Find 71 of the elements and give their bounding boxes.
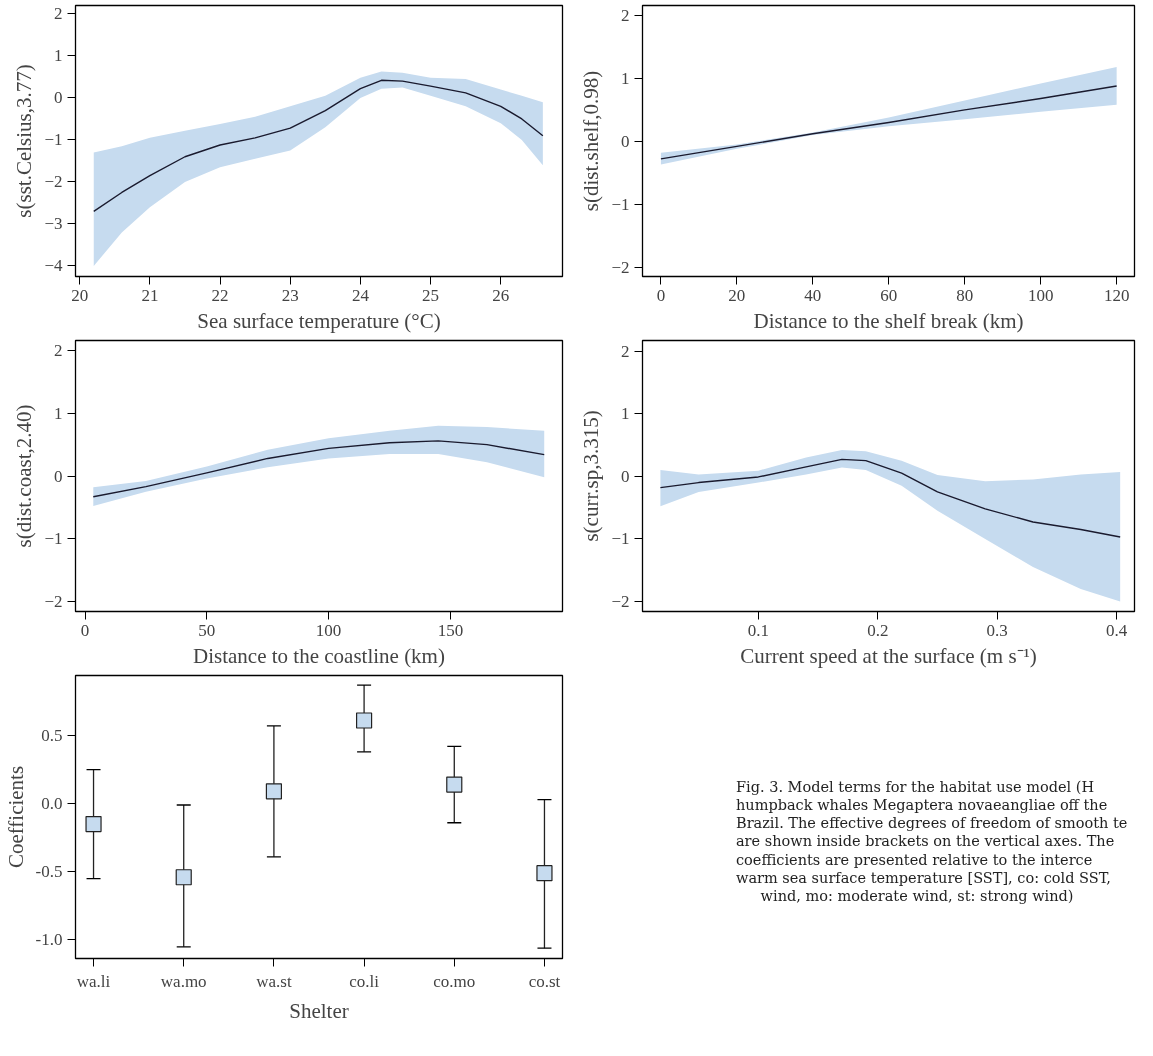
y-tick-label: 1 (54, 46, 63, 66)
y-axis-title: Coefficients (3, 765, 28, 869)
x-axis-title: Distance to the shelf break (km) (753, 308, 1024, 333)
y-tick-label: 2 (54, 4, 63, 24)
y-tick-label: −2 (44, 591, 63, 611)
x-tick-label: 0 (656, 285, 666, 305)
x-tick-label: wa.mo (160, 971, 207, 991)
y-tick-label: 1 (54, 403, 63, 423)
y-tick-label: −2 (611, 591, 630, 611)
y-tick-label: 0 (621, 466, 630, 486)
x-tick-label: 26 (492, 285, 510, 305)
y-tick-label: −4 (44, 256, 63, 276)
x-tick-label: 22 (211, 285, 229, 305)
text: warm sea surface temperature [SST], co: cold SST, (735, 869, 1111, 886)
x-tick-label: 21 (141, 285, 159, 305)
y-axis-title: s(dist.shelf,0.98) (579, 70, 604, 212)
y-tick-label: 0 (621, 131, 630, 151)
x-tick-label: 80 (956, 285, 974, 305)
x-tick-label: wa.st (256, 971, 292, 991)
y-tick-label: −2 (611, 257, 630, 277)
x-tick-label: 60 (880, 285, 898, 305)
x-tick-label: 0.4 (1105, 620, 1128, 640)
x-axis-title: Sea surface temperature (°C) (197, 308, 441, 333)
x-tick-label: 150 (437, 620, 464, 640)
y-tick-label: −2 (44, 172, 63, 192)
x-tick-label: co.mo (433, 971, 476, 991)
y-axis-title: s(sst.Celsius,3.77) (12, 64, 37, 218)
x-tick-label: 20 (71, 285, 89, 305)
x-tick-label: 40 (804, 285, 822, 305)
x-tick-label: 20 (728, 285, 746, 305)
y-tick-label: 2 (54, 341, 63, 361)
y-tick-label: 2 (621, 6, 630, 26)
x-tick-label: co.st (528, 971, 561, 991)
y-tick-label: −1 (611, 529, 630, 549)
x-tick-label: wa.li (76, 971, 111, 991)
y-tick-label: −1 (611, 194, 630, 214)
x-axis-title: Distance to the coastline (km) (193, 643, 445, 668)
y-tick-label: 0 (54, 88, 63, 108)
x-tick-label: 100 (1027, 285, 1054, 305)
x-tick-label: 0 (80, 620, 90, 640)
y-axis-title: s(curr.sp,3.315) (579, 410, 604, 542)
y-tick-label: -0.5 (35, 862, 63, 882)
x-tick-label: 24 (351, 285, 370, 305)
y-tick-label: 0.0 (41, 794, 63, 814)
caption: Fig. 3. Model terms for the habitat use model (H (735, 778, 1095, 795)
y-axis-title: s(dist.coast,2.40) (12, 404, 37, 548)
y-tick-label: 1 (621, 404, 630, 424)
text: Brazil. The effective degrees of freedom of smooth te (735, 815, 1128, 832)
y-tick-label: −3 (44, 214, 63, 234)
x-tick-label: 0.2 (867, 620, 889, 640)
x-tick-label: 0.3 (986, 620, 1008, 640)
x-tick-label: 120 (1103, 285, 1130, 305)
text: are shown inside brackets on the vertical axes. The (735, 833, 1115, 850)
x-tick-label: 25 (422, 285, 440, 305)
x-axis-title: Shelter (289, 998, 349, 1023)
x-tick-label: 0.1 (747, 620, 769, 640)
y-tick-label: −1 (44, 130, 63, 150)
x-tick-label: 50 (198, 620, 216, 640)
x-tick-label: 100 (315, 620, 342, 640)
text: coefficients are presented relative to the interce (735, 851, 1093, 868)
x-tick-label: 23 (281, 285, 299, 305)
y-tick-label: 2 (621, 341, 630, 361)
y-tick-label: -1.0 (35, 930, 63, 950)
y-tick-label: 0 (54, 466, 63, 486)
y-tick-label: 0.5 (41, 725, 63, 745)
text: humpback whales Megaptera novaeangliae off the (735, 797, 1108, 814)
x-axis-title: Current speed at the surface (m s⁻¹) (740, 643, 1037, 668)
y-tick-label: 1 (621, 68, 630, 88)
x-tick-label: co.li (349, 971, 380, 991)
y-tick-label: −1 (44, 529, 63, 549)
text: wind, mo: moderate wind, st: strong wind) (760, 887, 1074, 904)
